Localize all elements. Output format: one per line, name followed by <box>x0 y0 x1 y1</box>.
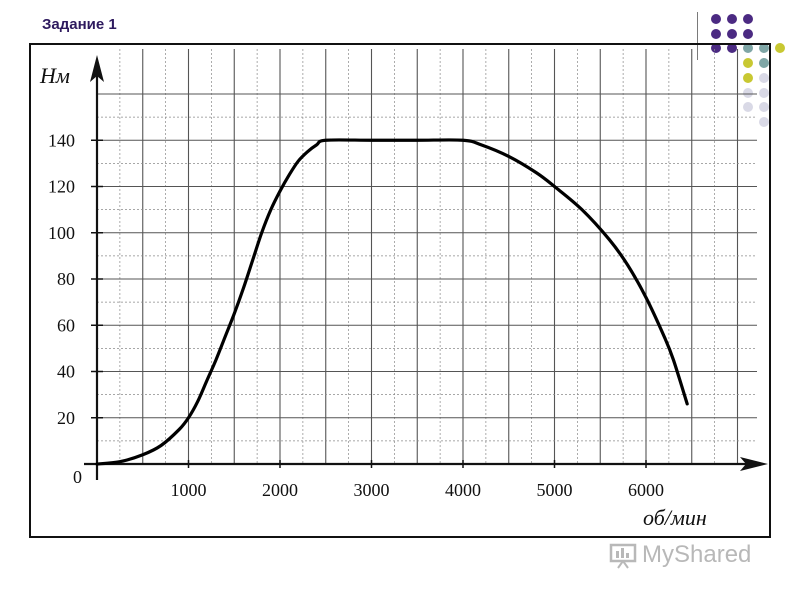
x-tick-label: 2000 <box>262 480 298 500</box>
decor-dot <box>759 43 769 53</box>
chart-tick-labels: 1000 2000 3000 4000 5000 6000 20 40 60 80 100 120 14… <box>48 130 664 500</box>
decor-dot <box>743 29 753 39</box>
x-tick-label: 6000 <box>628 480 664 500</box>
x-tick-label: 4000 <box>445 480 481 500</box>
chart-axes <box>84 55 768 480</box>
decor-dot <box>759 58 769 68</box>
y-tick-label: 140 <box>48 130 75 150</box>
presentation-icon <box>609 543 637 569</box>
decor-dot <box>727 43 737 53</box>
decor-dot <box>743 73 753 83</box>
decor-dot <box>775 43 785 53</box>
y-tick-label: 80 <box>57 269 75 289</box>
decor-dot <box>759 117 769 127</box>
decor-dot <box>743 14 753 24</box>
torque-curve <box>95 138 689 466</box>
y-tick-label: 40 <box>57 362 75 382</box>
y-tick-label: 120 <box>48 177 75 197</box>
watermark-text: MyShared <box>642 541 752 568</box>
x-axis-label: об/мин <box>643 505 707 530</box>
decor-dot <box>711 14 721 24</box>
decor-dot <box>711 43 721 53</box>
chart-series <box>95 138 689 466</box>
decor-dot <box>759 73 769 83</box>
y-tick-label: 20 <box>57 408 75 428</box>
decor-dot <box>743 88 753 98</box>
origin-label: 0 <box>73 467 82 487</box>
decor-dot <box>743 58 753 68</box>
y-tick-label: 60 <box>57 315 75 335</box>
decor-dot <box>727 14 737 24</box>
decor-dot <box>759 102 769 112</box>
y-axis-label: Нм <box>39 63 70 88</box>
x-tick-label: 1000 <box>171 480 207 500</box>
corner-divider <box>697 12 698 60</box>
chart-grid <box>97 49 757 464</box>
slide-title: Задание 1 <box>42 16 117 33</box>
decor-dot <box>743 102 753 112</box>
watermark: MyShared <box>608 538 751 572</box>
y-tick-label: 100 <box>48 223 75 243</box>
decor-dot <box>743 43 753 53</box>
x-tick-label: 5000 <box>537 480 573 500</box>
decor-dot <box>759 88 769 98</box>
y-axis-arrow <box>90 55 104 82</box>
x-tick-label: 3000 <box>354 480 390 500</box>
decor-dot <box>711 29 721 39</box>
chart-frame <box>29 43 771 538</box>
x-axis-arrow <box>740 457 768 471</box>
decor-dot <box>727 29 737 39</box>
